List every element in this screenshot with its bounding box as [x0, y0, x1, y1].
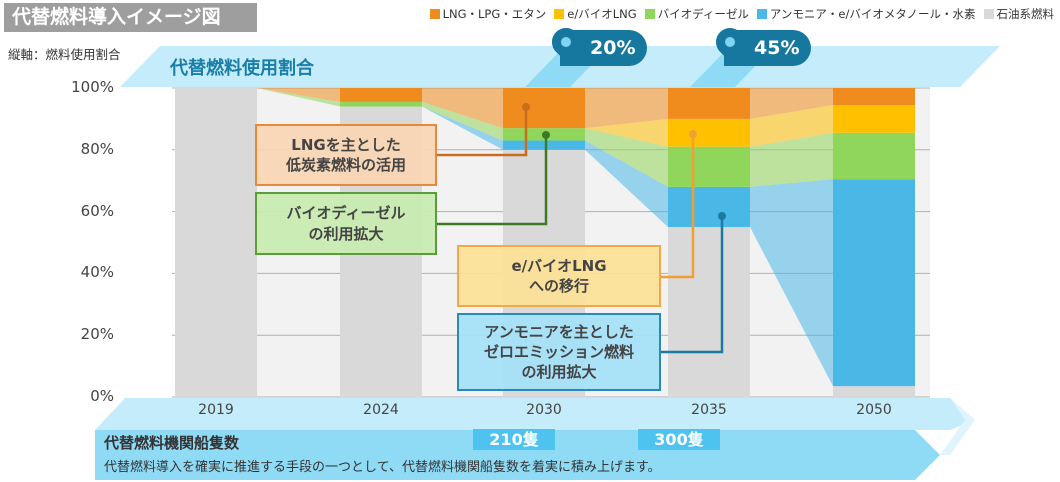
callout-line: LNGを主とした — [291, 135, 401, 154]
bar-segment — [503, 140, 585, 150]
bar-segment — [833, 88, 915, 105]
leader-ebio-lng — [661, 134, 695, 279]
callout-line: 低炭素燃料の活用 — [285, 156, 406, 174]
legend-item: バイオディーゼル — [644, 6, 749, 22]
legend: LNG・LPG・エタン e/バイオLNG バイオディーゼル アンモニア・e/バイ… — [429, 6, 1055, 22]
flow-band — [585, 88, 668, 129]
x-tick-label: 2024 — [363, 402, 399, 418]
banner-title: 代替燃料使用割合 — [170, 58, 314, 79]
leader-ammonia — [661, 216, 724, 354]
flow-band — [750, 132, 833, 187]
flow-band — [422, 88, 503, 129]
year-band — [95, 398, 975, 430]
callout-line: e/バイオLNG — [511, 256, 607, 275]
flow-band — [750, 88, 833, 119]
axis-note: 縦軸：燃料使用割合 — [8, 47, 121, 62]
y-tick-label: 0% — [90, 387, 114, 405]
ships-description: 代替燃料導入を確実に推進する手段の一つとして、代替燃料機関船隻数を着実に積み上げ… — [104, 460, 661, 475]
x-tick-label: 2050 — [856, 402, 892, 418]
leader-dot-ebio-lng — [689, 130, 697, 138]
x-tick-label: 2019 — [198, 402, 234, 418]
callout-line: への移行 — [528, 277, 589, 295]
x-tick-label: 2030 — [526, 402, 562, 418]
bar-segment — [833, 179, 915, 387]
callout-lng: LNGを主とした 低炭素燃料の活用 — [255, 124, 437, 186]
flow-band — [422, 101, 503, 141]
y-tick-label: 80% — [80, 140, 114, 158]
y-tick-label: 40% — [80, 263, 114, 281]
figure-title: 代替燃料導入イメージ図 — [4, 3, 257, 32]
bar-segment — [175, 88, 257, 397]
flow-band — [750, 179, 833, 387]
pin-label: 20% — [590, 37, 636, 59]
bar-segment — [668, 146, 750, 187]
ships-badge-2035: 300隻 — [638, 429, 720, 450]
legend-swatch — [756, 9, 767, 19]
bar-segment — [668, 118, 750, 147]
leader-dot-lng — [522, 103, 530, 111]
callout-biodiesel: バイオディーゼル の利用拡大 — [255, 192, 437, 255]
legend-label: アンモニア・e/バイオメタノール・水素 — [769, 7, 976, 21]
y-tick-label: 100% — [71, 78, 114, 96]
bar-segment — [833, 386, 915, 397]
legend-label: LNG・LPG・エタン — [442, 7, 547, 21]
flow-band — [585, 140, 668, 228]
flow-band — [585, 128, 668, 187]
x-tick-label: 2035 — [691, 402, 727, 418]
flow-band — [257, 88, 340, 102]
leader-dot-ammonia — [718, 212, 726, 220]
leader-biodiesel — [437, 135, 548, 226]
legend-label: バイオディーゼル — [657, 7, 749, 21]
bar-segment — [668, 227, 750, 397]
ships-badge-2030: 210隻 — [473, 429, 555, 450]
legend-label: e/バイオLNG — [567, 7, 637, 21]
bar-segment — [833, 132, 915, 180]
leader-lng — [437, 107, 528, 157]
ships-title: 代替燃料機関船隻数 — [104, 434, 240, 452]
flow-band — [585, 118, 668, 147]
flow-band — [422, 106, 503, 150]
legend-item: e/バイオLNG — [554, 6, 637, 22]
callout-line: アンモニアを主とした — [484, 322, 634, 341]
pin-label: 45% — [754, 37, 800, 59]
legend-swatch — [644, 9, 655, 19]
bar-segment — [833, 104, 915, 133]
legend-label: 石油系燃料 — [996, 7, 1055, 21]
flow-band — [257, 88, 340, 107]
pin-badge-2035: 45% — [710, 22, 812, 66]
bar-segment — [668, 186, 750, 228]
bar-segment — [503, 88, 585, 129]
y-tick-label: 20% — [80, 325, 114, 343]
legend-swatch — [554, 9, 565, 19]
callout-ammonia: アンモニアを主とした ゼロエミッション燃料 の利用拡大 — [457, 313, 661, 391]
bar-segment — [668, 88, 750, 119]
legend-item: 石油系燃料 — [983, 6, 1055, 22]
legend-swatch — [983, 9, 994, 19]
y-tick-label: 60% — [80, 202, 114, 220]
legend-item: LNG・LPG・エタン — [429, 6, 547, 22]
callout-ebio-lng: e/バイオLNG への移行 — [457, 245, 661, 307]
callout-line: ゼロエミッション燃料 — [483, 342, 634, 361]
legend-item: アンモニア・e/バイオメタノール・水素 — [756, 6, 976, 22]
bar-segment — [340, 101, 422, 107]
callout-line: の利用拡大 — [308, 224, 384, 243]
legend-swatch — [429, 9, 440, 19]
leader-dot-biodiesel — [542, 131, 550, 139]
ships-band — [95, 430, 940, 480]
bar-segment — [340, 88, 422, 102]
ships-band-tip — [940, 398, 975, 455]
callout-line: バイオディーゼル — [286, 204, 406, 223]
pin-badge-2030: 20% — [546, 22, 648, 66]
callout-line: の利用拡大 — [521, 363, 597, 382]
